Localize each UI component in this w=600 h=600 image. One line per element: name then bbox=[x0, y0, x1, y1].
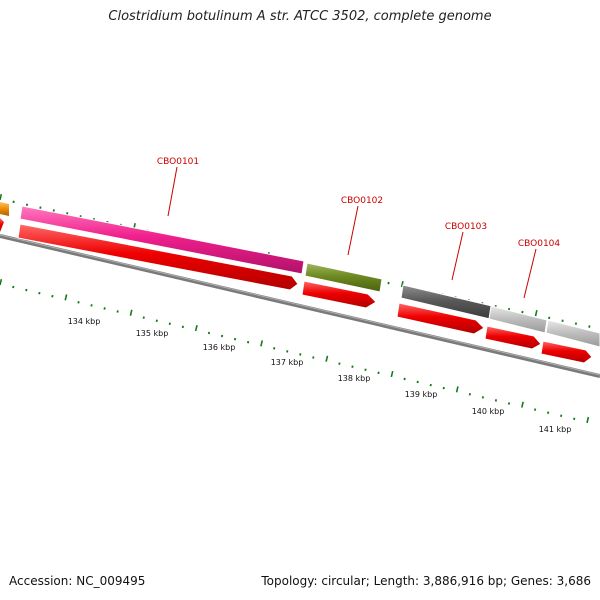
scale-label-140: 140 kbp bbox=[472, 407, 505, 416]
feature-bar-cbo0102[interactable] bbox=[304, 262, 383, 293]
scale-tick bbox=[38, 291, 41, 295]
scale-tick bbox=[181, 325, 185, 329]
scale-label-137: 137 kbp bbox=[271, 358, 304, 367]
scale-tick bbox=[246, 340, 250, 344]
gene-label-cbo0104[interactable]: CBO0104 bbox=[518, 239, 561, 249]
scale-tick bbox=[25, 288, 28, 292]
scale-label-141: 141 kbp bbox=[539, 425, 572, 434]
scale-tick bbox=[429, 383, 432, 387]
scale-tick bbox=[207, 331, 211, 335]
scale-tick bbox=[0, 278, 3, 286]
scale-tick bbox=[403, 377, 406, 381]
gene-label-cbo0101[interactable]: CBO0101 bbox=[157, 157, 199, 167]
scale-tick bbox=[286, 350, 289, 353]
accession-text: Accession: NC_009495 bbox=[9, 574, 146, 588]
scale-tick bbox=[390, 370, 394, 378]
scale-tick bbox=[312, 356, 315, 359]
scale-tick bbox=[299, 353, 302, 356]
scale-tick bbox=[560, 414, 563, 418]
scale-label-139: 139 kbp bbox=[405, 390, 438, 399]
scale-tick bbox=[103, 307, 106, 310]
scale-tick bbox=[51, 294, 54, 298]
feature-bar-next[interactable] bbox=[545, 319, 600, 348]
leader-line-cbo0101 bbox=[167, 166, 178, 217]
scale-tick bbox=[533, 408, 537, 411]
gene-label-cbo0103[interactable]: CBO0103 bbox=[445, 222, 487, 232]
scale-tick bbox=[12, 285, 15, 289]
leader-line-cbo0103 bbox=[451, 231, 464, 281]
scale-label-136: 136 kbp bbox=[203, 343, 236, 352]
scale-tick bbox=[494, 399, 498, 402]
scale-tick bbox=[220, 334, 224, 338]
cds-arrow-cbo0103[interactable] bbox=[396, 302, 485, 335]
scale-label-134: 134 kbp bbox=[68, 317, 101, 326]
scale-tick bbox=[364, 368, 367, 372]
scale-tick bbox=[90, 304, 93, 307]
scale-tick bbox=[507, 402, 511, 405]
cds-arrow-left-edge[interactable] bbox=[0, 218, 4, 232]
scale-tick bbox=[129, 309, 133, 316]
cds-arrow-cbo0101[interactable] bbox=[17, 223, 299, 291]
scale-tick bbox=[260, 340, 264, 347]
scale-tick bbox=[521, 401, 524, 408]
genome-backbone bbox=[0, 234, 600, 378]
feature-bar-cbo0101[interactable] bbox=[19, 205, 305, 275]
gene-label-cbo0102[interactable]: CBO0102 bbox=[341, 196, 383, 206]
upper-tick bbox=[400, 280, 404, 288]
scale-tick bbox=[273, 347, 276, 350]
scale-tick bbox=[468, 393, 471, 396]
scale-tick bbox=[573, 417, 576, 421]
scale-tick bbox=[155, 319, 158, 322]
cds-arrow-cbo0102[interactable] bbox=[301, 280, 377, 309]
feature-bar-cbo0104[interactable] bbox=[488, 305, 548, 334]
scale-label-138: 138 kbp bbox=[338, 374, 371, 383]
scale-tick bbox=[194, 324, 198, 332]
cds-arrow-next[interactable] bbox=[540, 340, 593, 364]
scale-tick bbox=[168, 322, 171, 326]
scale-tick bbox=[351, 365, 354, 368]
genome-info-text: Topology: circular; Length: 3,886,916 bp… bbox=[261, 574, 591, 588]
cds-arrow-cbo0104[interactable] bbox=[484, 325, 542, 350]
scale-tick bbox=[546, 411, 550, 414]
scale-tick bbox=[377, 371, 380, 375]
leader-line-cbo0104 bbox=[523, 248, 537, 299]
scale-tick bbox=[142, 316, 145, 319]
scale-tick bbox=[586, 416, 590, 424]
scale-tick bbox=[116, 310, 119, 313]
scale-tick bbox=[416, 380, 419, 384]
scale-tick bbox=[442, 386, 445, 390]
scale-label-135: 135 kbp bbox=[136, 329, 169, 338]
scale-tick bbox=[338, 362, 341, 365]
scale-tick bbox=[481, 396, 485, 399]
scale-tick-track bbox=[0, 278, 590, 424]
leader-line-cbo0102 bbox=[347, 205, 359, 256]
scale-tick bbox=[325, 355, 329, 362]
upper-tick bbox=[0, 193, 3, 201]
map-title: Clostridium botulinum A str. ATCC 3502, … bbox=[108, 9, 492, 24]
upper-tick bbox=[534, 310, 538, 317]
feature-bar-orange[interactable] bbox=[0, 202, 9, 216]
scale-tick bbox=[64, 294, 68, 301]
scale-tick bbox=[455, 386, 459, 393]
scale-tick bbox=[77, 301, 80, 304]
genome-backbone-highlight bbox=[0, 234, 600, 376]
scale-tick bbox=[233, 337, 237, 341]
